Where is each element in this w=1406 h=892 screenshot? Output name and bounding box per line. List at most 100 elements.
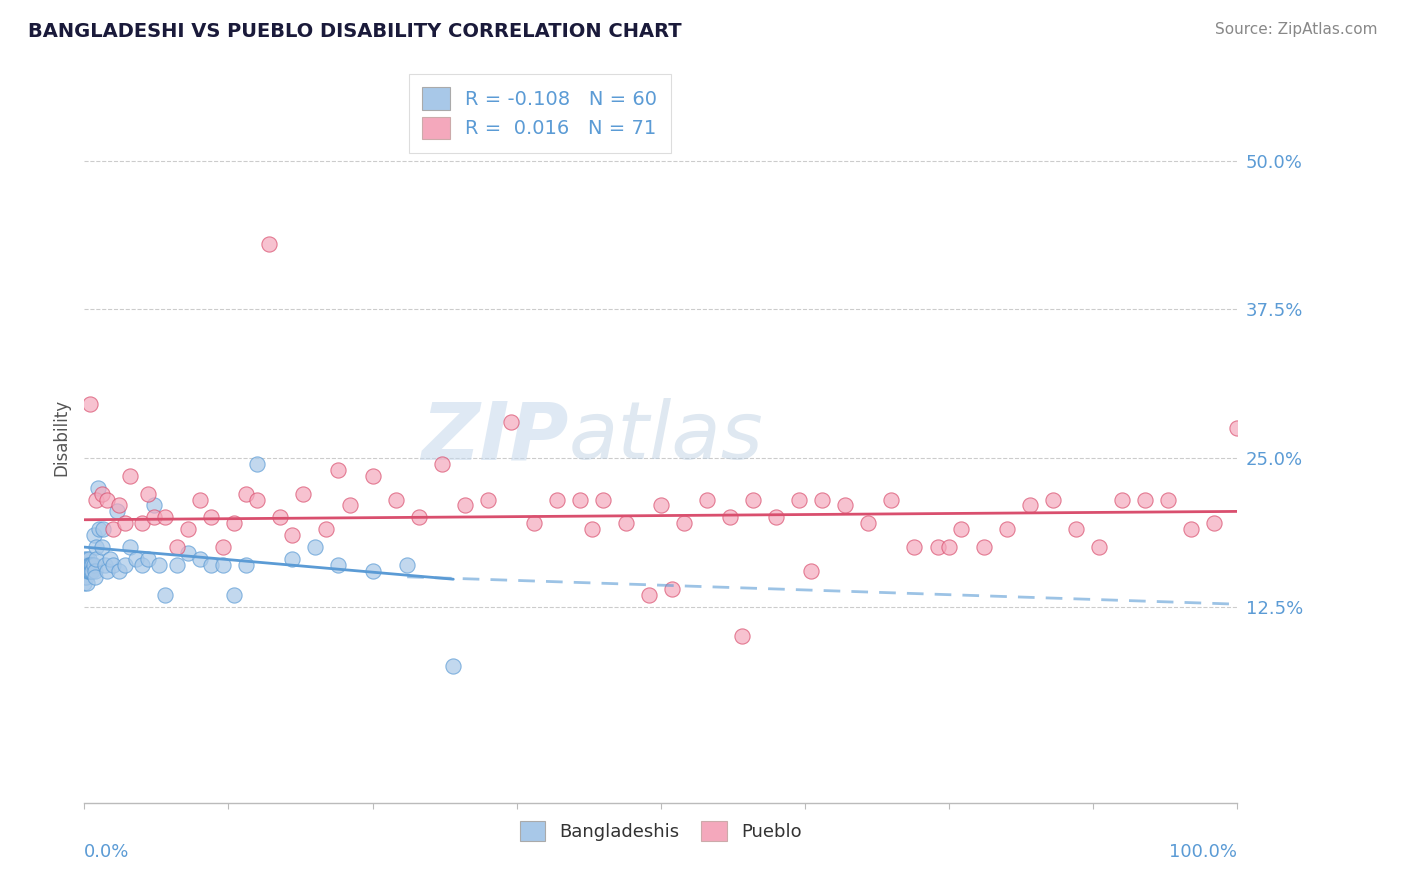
Point bbox=[858, 516, 880, 531]
Point bbox=[166, 558, 188, 572]
Point bbox=[89, 522, 111, 536]
Point bbox=[200, 510, 222, 524]
Point bbox=[77, 552, 100, 566]
Point bbox=[800, 564, 823, 578]
Point bbox=[108, 499, 131, 513]
Point bbox=[326, 558, 349, 572]
Point bbox=[672, 516, 695, 531]
Legend: Bangladeshis, Pueblo: Bangladeshis, Pueblo bbox=[513, 814, 808, 848]
Point bbox=[125, 552, 148, 566]
Point bbox=[1133, 492, 1156, 507]
Point bbox=[105, 504, 128, 518]
Point bbox=[339, 499, 361, 513]
Point bbox=[315, 522, 337, 536]
Point bbox=[246, 492, 269, 507]
Point bbox=[153, 510, 176, 524]
Point bbox=[396, 558, 419, 572]
Point bbox=[787, 492, 810, 507]
Point bbox=[235, 558, 257, 572]
Point bbox=[408, 510, 430, 524]
Point bbox=[75, 570, 97, 584]
Point bbox=[384, 492, 406, 507]
Point bbox=[94, 558, 117, 572]
Point bbox=[148, 558, 170, 572]
Point bbox=[269, 510, 291, 524]
Text: ZIP: ZIP bbox=[422, 398, 568, 476]
Point bbox=[77, 558, 100, 572]
Point bbox=[477, 492, 499, 507]
Point bbox=[1064, 522, 1087, 536]
Point bbox=[83, 558, 105, 572]
Point bbox=[76, 564, 98, 578]
Point bbox=[73, 558, 96, 572]
Point bbox=[84, 552, 107, 566]
Point bbox=[80, 564, 103, 578]
Point bbox=[177, 546, 200, 560]
Point bbox=[1088, 540, 1111, 554]
Point bbox=[188, 492, 211, 507]
Point bbox=[326, 463, 349, 477]
Text: Source: ZipAtlas.com: Source: ZipAtlas.com bbox=[1215, 22, 1378, 37]
Point bbox=[880, 492, 903, 507]
Point bbox=[83, 570, 105, 584]
Point bbox=[84, 540, 107, 554]
Point bbox=[136, 552, 159, 566]
Point bbox=[1226, 421, 1249, 435]
Text: 0.0%: 0.0% bbox=[84, 843, 129, 861]
Point bbox=[73, 570, 96, 584]
Point bbox=[73, 552, 96, 566]
Point bbox=[76, 575, 98, 590]
Point bbox=[142, 510, 165, 524]
Y-axis label: Disability: Disability bbox=[52, 399, 70, 475]
Point bbox=[949, 522, 972, 536]
Point bbox=[80, 558, 103, 572]
Point bbox=[995, 522, 1018, 536]
Point bbox=[103, 558, 124, 572]
Point bbox=[90, 540, 112, 554]
Point bbox=[96, 564, 118, 578]
Point bbox=[75, 564, 97, 578]
Point bbox=[224, 516, 246, 531]
Point bbox=[638, 588, 661, 602]
Point bbox=[546, 492, 568, 507]
Point bbox=[120, 540, 142, 554]
Point bbox=[1042, 492, 1064, 507]
Point bbox=[87, 481, 110, 495]
Point bbox=[1180, 522, 1202, 536]
Point bbox=[120, 468, 142, 483]
Point bbox=[499, 415, 522, 429]
Point bbox=[650, 499, 672, 513]
Point bbox=[718, 510, 741, 524]
Point bbox=[77, 564, 100, 578]
Point bbox=[811, 492, 834, 507]
Point bbox=[188, 552, 211, 566]
Point bbox=[661, 582, 683, 596]
Point bbox=[523, 516, 546, 531]
Point bbox=[304, 540, 326, 554]
Point bbox=[84, 492, 107, 507]
Point bbox=[166, 540, 188, 554]
Point bbox=[454, 499, 477, 513]
Point bbox=[292, 486, 315, 500]
Point bbox=[114, 558, 136, 572]
Point bbox=[76, 558, 98, 572]
Point bbox=[281, 528, 304, 542]
Point bbox=[361, 468, 384, 483]
Point bbox=[1018, 499, 1040, 513]
Point bbox=[75, 558, 97, 572]
Point bbox=[73, 564, 96, 578]
Point bbox=[581, 522, 603, 536]
Point bbox=[903, 540, 925, 554]
Point bbox=[79, 564, 101, 578]
Point bbox=[696, 492, 718, 507]
Point bbox=[131, 516, 153, 531]
Point bbox=[927, 540, 949, 554]
Point bbox=[614, 516, 637, 531]
Point bbox=[281, 552, 304, 566]
Point bbox=[938, 540, 960, 554]
Point bbox=[235, 486, 257, 500]
Point bbox=[153, 588, 176, 602]
Point bbox=[1204, 516, 1226, 531]
Point bbox=[1157, 492, 1180, 507]
Point bbox=[73, 575, 96, 590]
